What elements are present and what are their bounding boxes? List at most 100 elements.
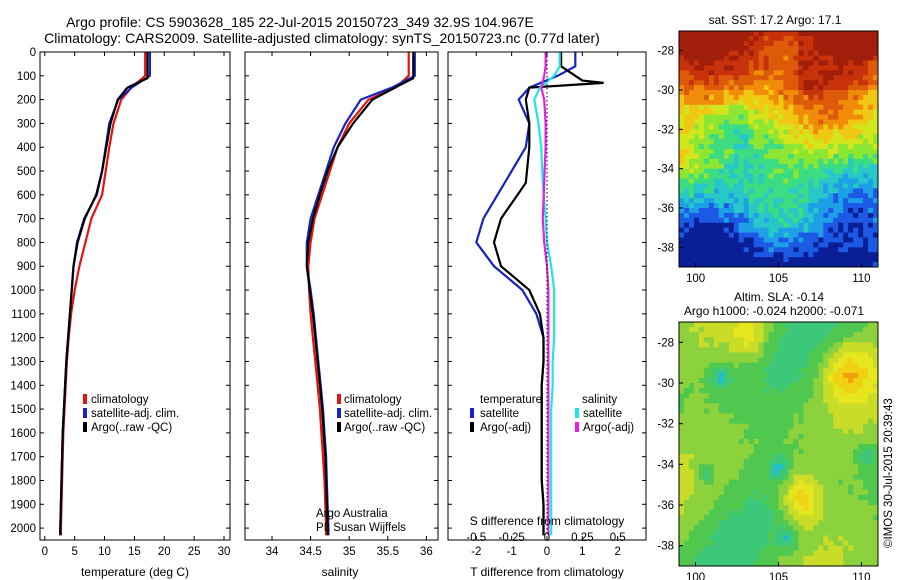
map-cell [728, 262, 735, 267]
map-cell [828, 173, 834, 180]
map-cell [828, 85, 834, 91]
map-cell [743, 464, 750, 471]
map-cell [823, 499, 829, 506]
map-cell [728, 383, 735, 389]
map-cell [828, 438, 834, 445]
map-cell [723, 65, 730, 71]
map-cell [773, 35, 780, 42]
map-cell [803, 119, 809, 126]
map-cell [773, 65, 780, 71]
map-cell [828, 94, 834, 101]
map-cell [798, 352, 804, 359]
map-cell [813, 114, 819, 121]
map-cell [738, 153, 745, 160]
map-cell [868, 474, 874, 481]
map-cell [753, 535, 760, 542]
map-cell [708, 362, 715, 369]
map-cell [703, 55, 710, 62]
map-x-tick-label: 110 [852, 273, 870, 285]
map-cell [863, 90, 869, 96]
map-cell [868, 444, 874, 450]
map-cell [738, 217, 745, 224]
map-cell [738, 50, 745, 57]
map-cell [733, 153, 740, 160]
map-cell [713, 357, 720, 364]
map-cell [873, 454, 878, 460]
map-cell [688, 35, 695, 42]
map-cell [773, 198, 780, 204]
map-cell [823, 408, 829, 415]
map-cell [733, 227, 740, 234]
map-cell [818, 372, 824, 379]
map-cell [783, 438, 790, 445]
map-cell [843, 129, 849, 135]
map-cell [733, 124, 740, 130]
map-cell [778, 515, 785, 521]
map-cell [733, 45, 740, 52]
map-cell [718, 489, 725, 496]
map-cell [738, 90, 745, 96]
map-cell [693, 104, 700, 111]
map-cell [838, 393, 844, 399]
map-cell [863, 479, 869, 486]
map-cell [768, 178, 775, 185]
map-cell [708, 352, 715, 359]
map-cell [738, 403, 745, 410]
map-cell [868, 129, 874, 135]
map-cell [698, 484, 705, 491]
map-cell [843, 178, 849, 185]
map-cell [718, 40, 725, 47]
map-cell [803, 232, 809, 239]
map-cell [758, 124, 765, 130]
map-cell [679, 242, 685, 248]
map-cell [803, 332, 809, 338]
map-cell [723, 31, 730, 37]
map-cell [783, 232, 790, 239]
map-cell [733, 129, 740, 135]
map-cell [773, 352, 780, 359]
map-cell [733, 489, 740, 496]
map-cell [798, 75, 804, 81]
map-cell [873, 257, 878, 263]
map-cell [788, 499, 795, 506]
map-cell [743, 237, 750, 244]
map-cell [738, 134, 745, 140]
map-cell [748, 352, 755, 359]
map-cell [753, 357, 760, 364]
map-cell [703, 438, 710, 445]
map-cell [813, 550, 819, 557]
map-cell [728, 178, 735, 185]
map-cell [713, 252, 720, 258]
map-cell [863, 198, 869, 204]
map-cell [773, 40, 780, 47]
map-cell [858, 242, 864, 248]
map-cell [848, 80, 854, 86]
map-cell [693, 85, 700, 91]
map-cell [843, 520, 849, 526]
map-cell [778, 469, 785, 476]
map-cell [788, 227, 795, 234]
map-cell [723, 449, 730, 455]
map-cell [783, 252, 790, 258]
map-cell [679, 510, 685, 516]
map-cell [748, 337, 755, 343]
map-cell [848, 35, 854, 42]
map-cell [863, 444, 869, 450]
map-cell [708, 222, 715, 229]
map-cell [863, 237, 869, 244]
map-cell [783, 428, 790, 435]
y-tick-label: 1300 [10, 356, 36, 368]
map-cell [858, 464, 864, 471]
map-cell [768, 124, 775, 130]
map-cell [848, 227, 854, 234]
map-cell [758, 383, 765, 389]
map-cell [823, 393, 829, 399]
map-cell [778, 357, 785, 364]
map-cell [748, 322, 755, 328]
map-cell [803, 35, 809, 42]
map-cell [703, 332, 710, 338]
map-cell [703, 459, 710, 465]
map-cell [743, 99, 750, 106]
map-cell [868, 337, 874, 343]
map-cell [848, 75, 854, 81]
